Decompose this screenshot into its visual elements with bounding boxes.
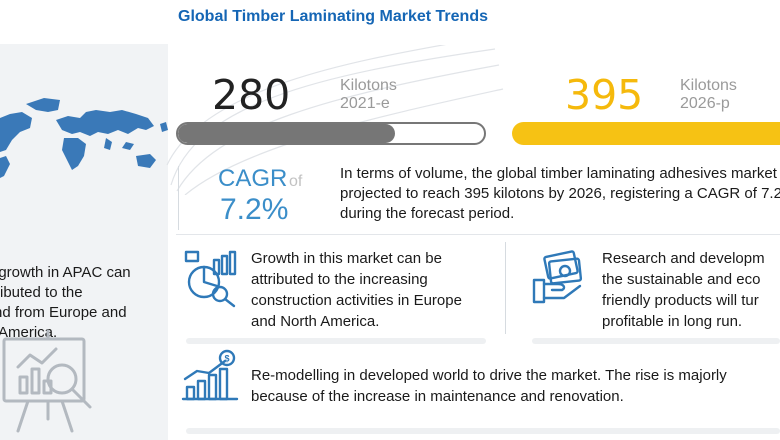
insight-line: friendly products will tur — [602, 292, 759, 309]
insight-line: Research and developm — [602, 250, 765, 267]
cagr-value: 7.2% — [220, 193, 289, 226]
apac-growth-text: t growth in APAC can ributed to the nd f… — [0, 263, 131, 343]
world-map-icon — [0, 98, 168, 178]
presentation-board-icon — [2, 329, 92, 433]
growth-analysis-icon — [184, 250, 237, 308]
year-2021: 2021-e — [340, 95, 390, 112]
insight-line: because of the increase in maintenance a… — [251, 388, 624, 405]
insight-line: Growth in this market can be — [251, 250, 442, 267]
value-2021: 280 — [212, 71, 291, 119]
cagr-label: CAGR — [218, 165, 288, 192]
insight-remodel: Re-modelling in developed world to drive… — [251, 365, 727, 407]
insight-research: Research and developm the sustainable an… — [602, 248, 765, 332]
insight-line: construction activities in Europe — [251, 292, 462, 309]
insight-line: profitable in long run. — [602, 313, 743, 330]
divider — [505, 242, 506, 334]
divider — [176, 234, 780, 235]
insight-line: and North America. — [251, 313, 380, 330]
unit-2026: Kilotons — [680, 77, 737, 94]
insight-line: Re-modelling in developed world to drive… — [251, 367, 727, 384]
apac-growth-line: ributed to the — [0, 284, 83, 301]
bar-2021 — [178, 124, 395, 143]
insight-line: attributed to the increasing — [251, 271, 428, 288]
bar-2026 — [512, 122, 780, 145]
rising-chart-dollar-icon: $ — [181, 349, 239, 401]
apac-growth-line: nd from Europe and — [0, 304, 127, 321]
value-2026: 395 — [565, 71, 644, 119]
money-hand-icon — [532, 250, 583, 304]
apac-growth-line: t growth in APAC can — [0, 264, 131, 281]
divider — [178, 166, 179, 230]
apac-growth-line: America. — [0, 324, 58, 341]
insight-growth: Growth in this market can be attributed … — [251, 248, 462, 332]
card-shadow — [186, 428, 780, 434]
volume-description: In terms of volume, the global timber la… — [340, 165, 780, 222]
year-2026: 2026-p — [680, 95, 730, 112]
bar-2021-track — [176, 122, 486, 145]
cagr-of: of — [289, 173, 303, 190]
svg-text:$: $ — [224, 354, 229, 364]
insight-line: the sustainable and eco — [602, 271, 761, 288]
unit-2021: Kilotons — [340, 77, 397, 94]
page-title: Global Timber Laminating Market Trends — [178, 8, 488, 25]
left-panel: t growth in APAC can ributed to the nd f… — [0, 44, 168, 440]
card-shadow — [186, 338, 486, 344]
card-shadow — [532, 338, 780, 344]
